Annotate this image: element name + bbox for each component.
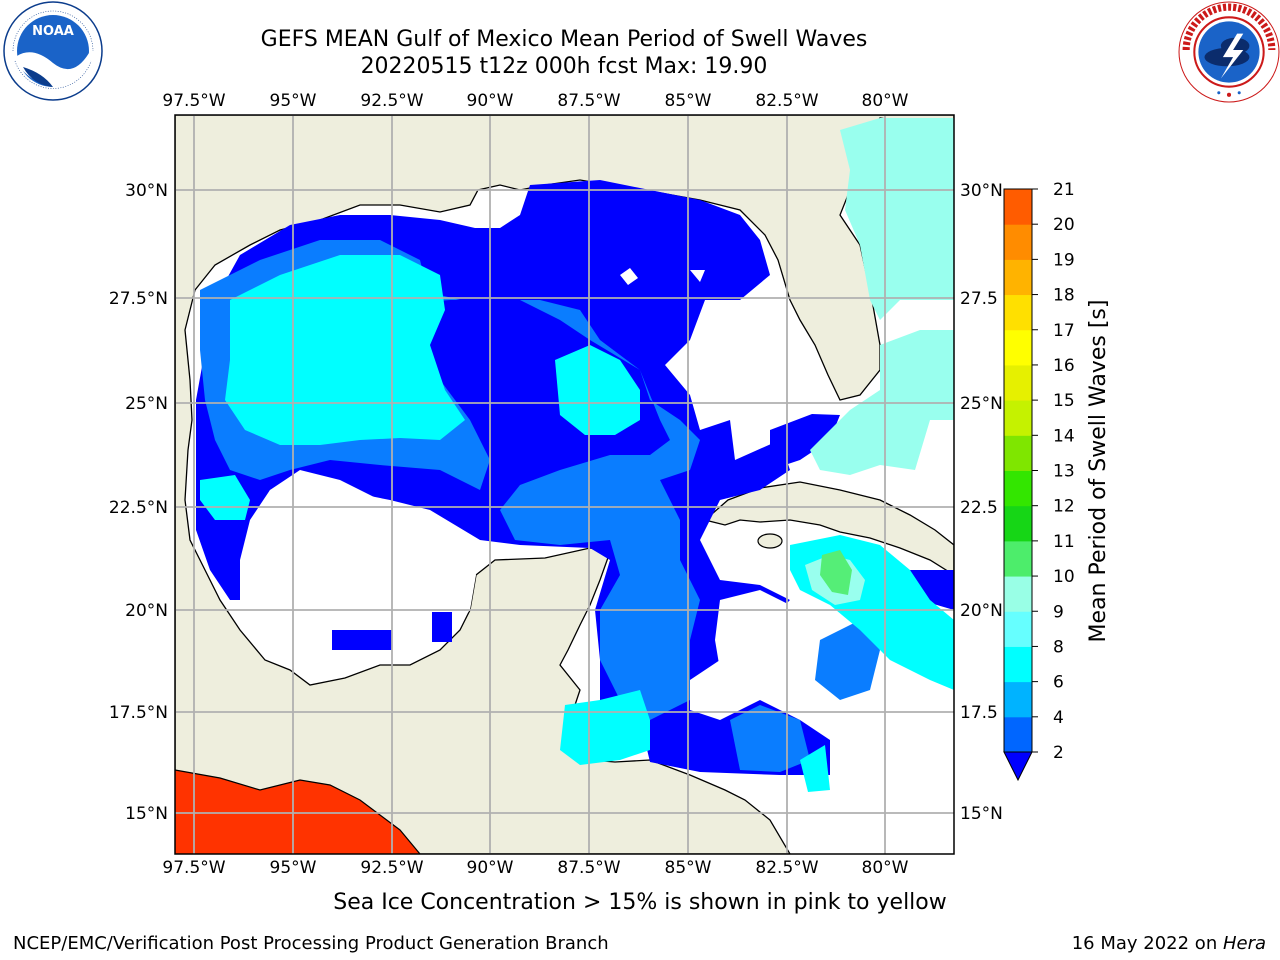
date-text: 16 May 2022 on	[1071, 933, 1223, 954]
colorbar-segment	[1004, 611, 1032, 647]
lat-label-left: 17.5°N	[109, 703, 168, 723]
lon-label-bottom: 82.5°W	[755, 858, 818, 878]
colorbar-label: Mean Period of Swell Waves [s]	[1086, 300, 1111, 643]
colorbar-segment	[1004, 329, 1032, 366]
map-frame	[174, 114, 955, 855]
lat-label-left: 27.5°N	[109, 289, 168, 309]
colorbar-segment	[1004, 681, 1032, 718]
colorbar-segment	[1004, 505, 1032, 542]
colorbar-tick-label: 19	[1053, 250, 1075, 270]
lon-label-bottom: 90°W	[467, 858, 514, 878]
lon-label-top: 95°W	[270, 91, 317, 111]
lon-label-top: 92.5°W	[360, 91, 423, 111]
colorbar-tick-label: 15	[1053, 391, 1075, 411]
lat-label-right: 15°N	[960, 804, 1003, 824]
swell-green	[820, 550, 852, 595]
colorbar-tick-label: 13	[1053, 462, 1075, 482]
chart-subtitle: 20220515 t12z 000h fcst Max: 19.90	[360, 54, 768, 79]
colorbar-tick-label: 14	[1053, 426, 1075, 446]
lon-label-bottom: 85°W	[665, 858, 712, 878]
lat-label-right: 20°N	[960, 601, 1003, 621]
date-stamp: 16 May 2022 on Hera	[1072, 933, 1266, 954]
lon-label-top: 80°W	[862, 91, 909, 111]
lat-label-left: 30°N	[125, 181, 168, 201]
colorbar: 2 4 6 8 9 10 11 12 13 14 15 16 17 18 19 20 21	[1003, 180, 1075, 782]
nws-logo	[1178, 1, 1280, 103]
lat-label-right: 17.5	[960, 703, 998, 723]
colorbar-tick-label: 4	[1053, 708, 1064, 728]
colorbar-tick-label: 10	[1053, 567, 1075, 587]
lon-label-bottom: 87.5°W	[557, 858, 620, 878]
lat-label-left: 22.5°N	[109, 498, 168, 518]
sea-ice-footnote: Sea Ice Concentration > 15% is shown in …	[333, 890, 947, 915]
lon-label-top: 85°W	[665, 91, 712, 111]
land-cuba	[703, 481, 954, 576]
colorbar-tick-label: 20	[1053, 215, 1075, 235]
colorbar-tick-label: 21	[1053, 180, 1075, 200]
colorbar-tick-label: 11	[1053, 532, 1075, 552]
lat-label-right: 25°N	[960, 394, 1003, 414]
colorbar-tick-label: 12	[1053, 497, 1075, 517]
colorbar-segment	[1004, 259, 1032, 296]
colorbar-segment	[1004, 716, 1032, 753]
lat-label-right: 30°N	[960, 181, 1003, 201]
noaa-logo-text: NOAA	[32, 24, 74, 39]
land-us	[175, 115, 954, 854]
colorbar-segment	[1004, 364, 1032, 401]
lon-label-bottom: 95°W	[270, 858, 317, 878]
colorbar-tick-label: 9	[1053, 602, 1064, 622]
lon-label-bottom: 97.5°W	[162, 858, 225, 878]
colorbar-tick-label: 8	[1053, 637, 1064, 657]
lon-label-top: 90°W	[467, 91, 514, 111]
lon-label-top: 97.5°W	[162, 91, 225, 111]
lat-label-left: 20°N	[125, 601, 168, 621]
colorbar-tick-label: 18	[1053, 286, 1075, 306]
colorbar-tick-label: 17	[1053, 321, 1075, 341]
land-central-america	[175, 770, 420, 854]
colorbar-segment	[1004, 540, 1032, 577]
lat-label-left: 25°N	[125, 394, 168, 414]
graticule	[175, 115, 954, 854]
lat-label-left: 15°N	[125, 804, 168, 824]
map-area	[175, 115, 954, 854]
lon-label-bottom: 80°W	[862, 858, 909, 878]
colorbar-segment	[1004, 224, 1032, 260]
host-name: Hera	[1222, 933, 1266, 954]
colorbar-tick-label: 6	[1053, 673, 1064, 693]
colorbar-segment	[1004, 435, 1032, 471]
lat-label-right: 22.5	[960, 498, 998, 518]
colorbar-segment	[1004, 646, 1032, 683]
colorbar-extend-arrow	[1003, 751, 1033, 782]
colorbar-segment	[1004, 576, 1032, 612]
colorbar-segment	[1004, 189, 1032, 225]
colorbar-segment	[1004, 400, 1032, 436]
credit-text: NCEP/EMC/Verification Post Processing Pr…	[13, 933, 609, 954]
chart-title: GEFS MEAN Gulf of Mexico Mean Period of …	[260, 27, 868, 52]
lat-label-right: 27.5	[960, 289, 998, 309]
colorbar-tick-label: 2	[1053, 743, 1064, 763]
colorbar-tick-label: 16	[1053, 356, 1075, 376]
noaa-logo: NOAA	[3, 1, 103, 101]
lon-label-top: 82.5°W	[755, 91, 818, 111]
colorbar-segment	[1004, 470, 1032, 507]
colorbar-segment	[1004, 294, 1032, 331]
lon-label-bottom: 92.5°W	[360, 858, 423, 878]
lon-label-top: 87.5°W	[557, 91, 620, 111]
